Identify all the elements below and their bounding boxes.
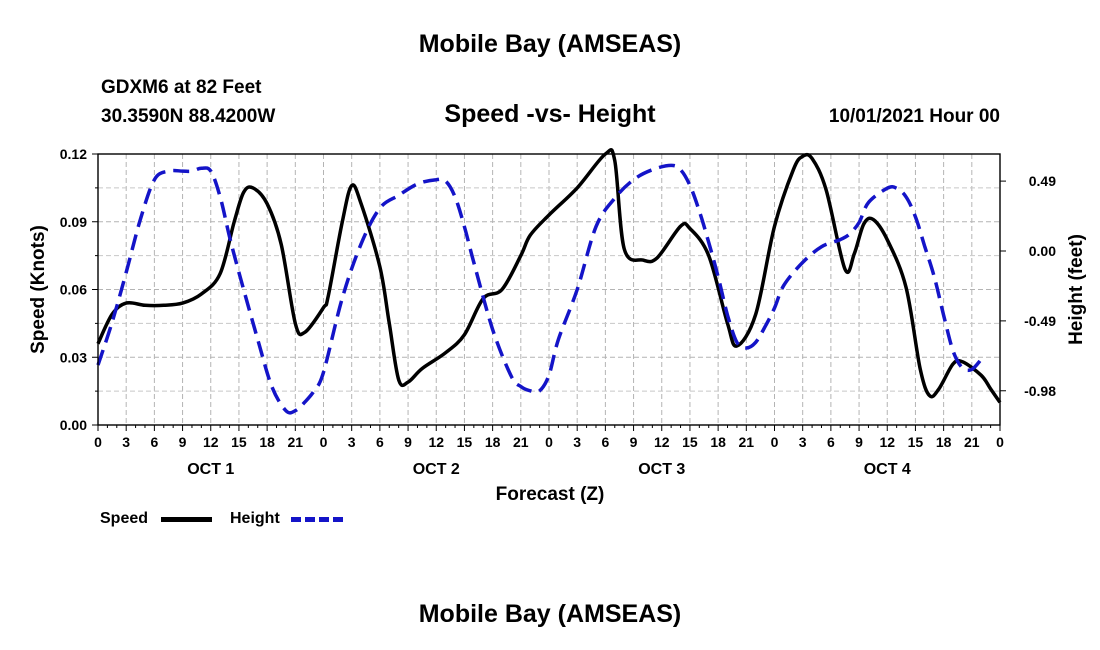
x-tick-label: 12 [879,434,895,450]
x-tick-label: 12 [203,434,219,450]
x-tick-label: 6 [601,434,609,450]
x-tick-label: 0 [320,434,328,450]
plot-frame [97,153,1001,426]
height-series-line [96,163,983,415]
x-tick-label: 15 [908,434,924,450]
y-tick-label: 0.03 [60,349,87,365]
x-tick-label: 3 [348,434,356,450]
x-tick-label: 6 [376,434,384,450]
x-tick-label: 18 [485,434,501,450]
x-tick-label: 15 [231,434,247,450]
x-tick-label: 9 [630,434,638,450]
y2-tick-label: 0.49 [1029,173,1056,189]
y-tick-label: 0.09 [60,214,87,230]
grid-lines [98,154,1000,425]
legend-height-label: Height [230,510,280,527]
legend-speed-label: Speed [100,510,149,527]
x-tick-label: 12 [428,434,444,450]
x-tick-label: 15 [457,434,473,450]
x-tick-label: 0 [545,434,553,450]
axes [92,153,1006,431]
x-tick-label: 0 [771,434,779,450]
y2-axis-title: Height (feet) [1066,234,1087,345]
x-tick-label: 6 [150,434,158,450]
x-tick-label: 21 [288,434,304,450]
x-tick-label: 12 [654,434,670,450]
x-tick-label: 9 [179,434,187,450]
day-label: OCT 3 [638,461,685,478]
top-title: Mobile Bay (AMSEAS) [418,30,682,58]
y-tick-label: 0.12 [60,146,87,162]
legend-height-swatch [291,517,343,522]
day-label: OCT 4 [864,461,911,478]
x-tick-label: 9 [855,434,863,450]
x-tick-label: 18 [936,434,952,450]
x-tick-label: 0 [996,434,1004,450]
day-label: OCT 1 [187,461,234,478]
x-tick-label: 21 [513,434,529,450]
tick-labels: 0 3 6 9 12 15 18 21 0 3 6 9 12 15 18 21 0 3 6 9 12 15 18 21 0 3 6 9… [28,146,1087,505]
x-tick-label: 18 [710,434,726,450]
x-tick-label: 15 [682,434,698,450]
series-lines [96,148,1002,415]
y-tick-label: 0.06 [60,282,87,298]
x-tick-label: 18 [259,434,275,450]
y-axis-title: Speed (Knots) [28,225,49,354]
speed-series-line [96,148,1002,404]
x-tick-label: 21 [739,434,755,450]
x-tick-label: 9 [404,434,412,450]
legend-speed-swatch [161,517,212,522]
x-tick-label: 3 [122,434,130,450]
x-tick-label: 3 [799,434,807,450]
y2-tick-label: -0.49 [1024,313,1056,329]
bottom-title: Mobile Bay (AMSEAS) [418,600,682,628]
x-tick-label: 0 [94,434,102,450]
x-tick-label: 21 [964,434,980,450]
forecast-date-label: 10/01/2021 Hour 00 [828,106,1000,127]
station-label: GDXM6 at 82 Feet [101,77,262,98]
x-tick-label: 6 [827,434,835,450]
chart-title: Speed -vs- Height [444,100,656,128]
x-tick-label: 3 [573,434,581,450]
day-label: OCT 2 [413,461,460,478]
y2-tick-label: -0.98 [1024,383,1056,399]
y2-tick-label: 0.00 [1029,243,1056,259]
x-axis-title: Forecast (Z) [496,484,605,505]
coordinates-label: 30.3590N 88.4200W [101,106,276,127]
y-tick-label: 0.00 [60,417,87,433]
